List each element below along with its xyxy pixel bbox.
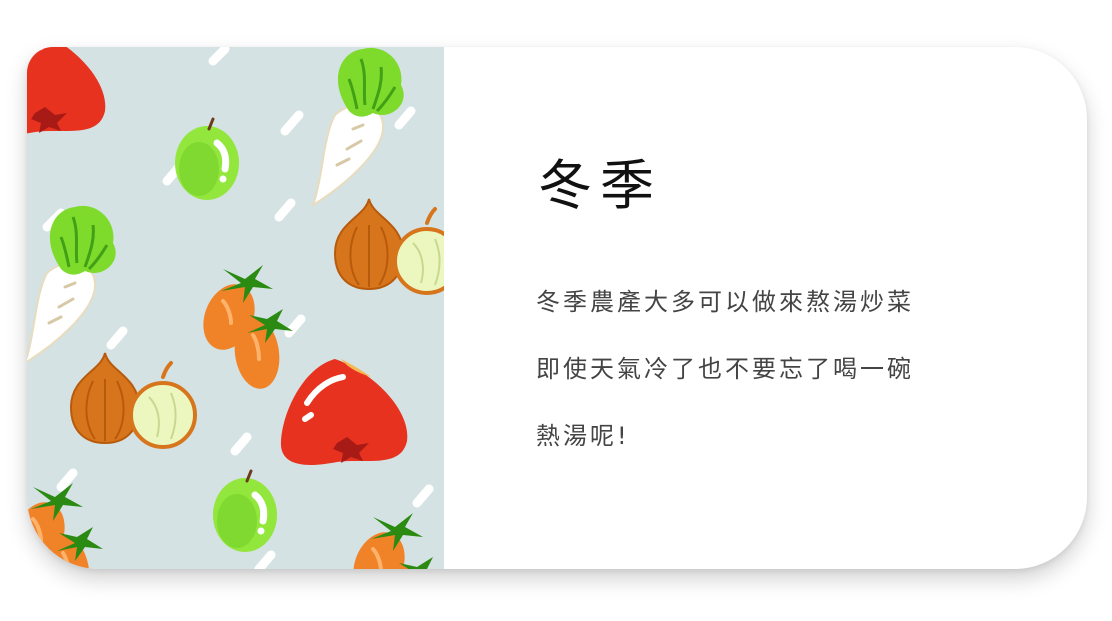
description-line-3: 熱湯呢! bbox=[536, 422, 630, 450]
season-description: 冬季農產大多可以做來熬湯炒菜 即使天氣冷了也不要忘了喝一碗 熱湯呢! bbox=[536, 287, 996, 488]
season-title: 冬季 bbox=[538, 154, 662, 217]
season-card: 冬季 冬季農產大多可以做來熬湯炒菜 即使天氣冷了也不要忘了喝一碗 熱湯呢! bbox=[27, 47, 1087, 569]
vegetable-illustration bbox=[27, 47, 444, 569]
description-line-2: 即使天氣冷了也不要忘了喝一碗 bbox=[536, 355, 914, 383]
season-content: 冬季 冬季農產大多可以做來熬湯炒菜 即使天氣冷了也不要忘了喝一碗 熱湯呢! bbox=[444, 47, 1087, 569]
rain-decoration bbox=[42, 47, 434, 569]
description-line-1: 冬季農產大多可以做來熬湯炒菜 bbox=[536, 288, 914, 316]
